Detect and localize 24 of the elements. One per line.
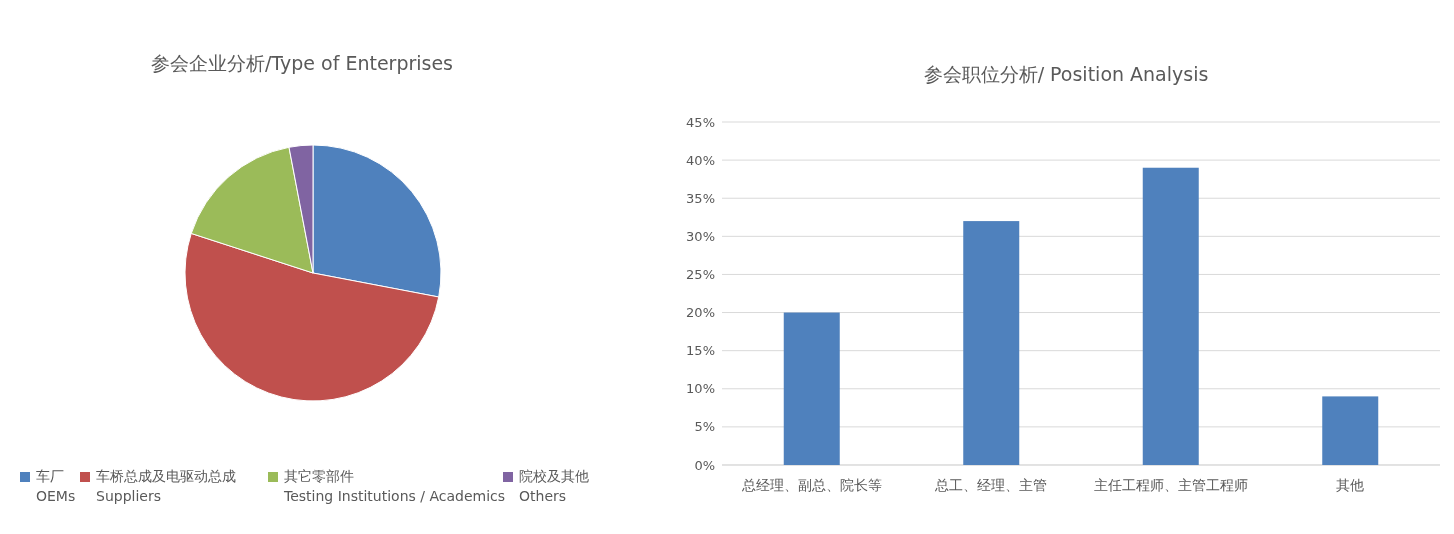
chart-title: 参会企业分析/Type of Enterprises: [150, 52, 454, 74]
y-tick-label: 5%: [694, 419, 715, 435]
y-tick-label: 30%: [686, 228, 715, 244]
bar: [1142, 167, 1199, 465]
y-tick-label: 45%: [686, 114, 715, 130]
y-tick-label: 15%: [686, 343, 715, 359]
x-tick-label: 总工、经理、主管: [934, 477, 1048, 493]
legend-label: 院校及其他 Others: [519, 468, 589, 504]
chart-title: 参会职位分析/ Position Analysis: [923, 63, 1209, 85]
y-tick-label: 35%: [686, 190, 715, 206]
y-tick-label: 40%: [686, 152, 715, 168]
bar: [1322, 396, 1379, 465]
y-tick-label: 25%: [686, 266, 715, 282]
x-tick-label: 主任工程师、主管工程师: [1093, 477, 1248, 493]
legend-label: 车厂 OEMs: [36, 468, 76, 504]
legend-label: 车桥总成及电驱动总成 Suppliers: [96, 468, 236, 504]
y-tick-label: 20%: [686, 305, 715, 321]
x-tick-label: 其他: [1336, 477, 1365, 493]
y-tick-label: 10%: [686, 381, 715, 397]
legend-label: 其它零部件 Testing Institutions / Academics: [283, 468, 506, 504]
x-tick-label: 总经理、副总、院长等: [740, 477, 882, 493]
bar: [783, 312, 840, 465]
y-tick-label: 0%: [694, 457, 715, 473]
bar: [963, 221, 1020, 465]
